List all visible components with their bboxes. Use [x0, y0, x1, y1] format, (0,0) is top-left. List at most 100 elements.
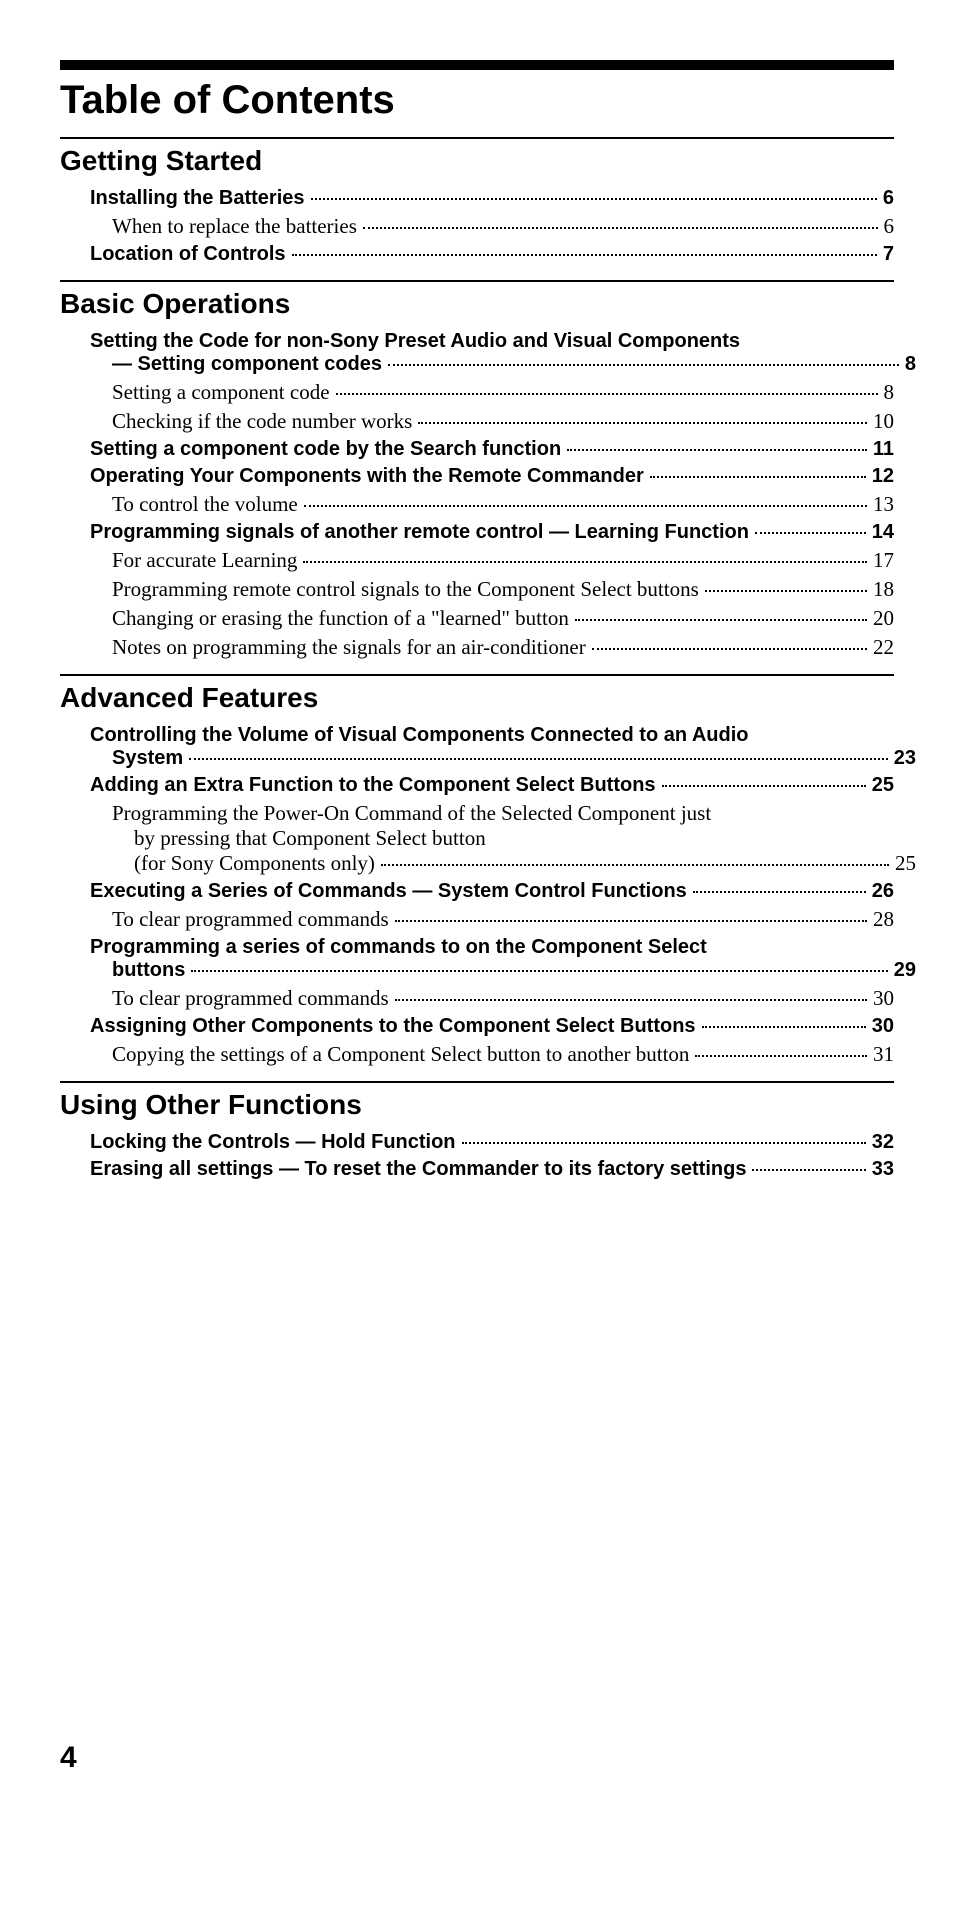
section-title: Using Other Functions — [60, 1089, 894, 1121]
toc-entry: Programming the Power-On Command of the … — [112, 801, 894, 876]
toc-entry: Programming remote control signals to th… — [112, 577, 894, 602]
toc-entry-page: 17 — [873, 548, 894, 573]
toc-entry-label-line: Programming a series of commands to on t… — [90, 936, 894, 959]
section-rule — [60, 674, 894, 676]
toc-entry: Locking the Controls — Hold Function 32 — [90, 1131, 894, 1154]
toc-entry-label: Changing or erasing the function of a "l… — [112, 606, 569, 631]
toc-entry: When to replace the batteries6 — [112, 214, 894, 239]
leader-dots — [336, 392, 878, 395]
toc-entry-page: 30 — [872, 1015, 894, 1038]
leader-dots — [575, 618, 867, 621]
toc-entry: Changing or erasing the function of a "l… — [112, 606, 894, 631]
toc-entry: Programming signals of another remote co… — [90, 521, 894, 544]
entries: Installing the Batteries6When to replace… — [90, 187, 894, 266]
toc-entry: Setting a component code by the Search f… — [90, 438, 894, 461]
leader-dots — [292, 253, 877, 256]
page: Table of Contents Getting Started Install… — [0, 0, 954, 1815]
toc-entry: Location of Controls7 — [90, 243, 894, 266]
toc-entry: Setting a component code 8 — [112, 380, 894, 405]
section-title: Advanced Features — [60, 682, 894, 714]
toc-entry-label: Location of Controls — [90, 243, 286, 266]
toc-entry-label: buttons — [112, 959, 185, 982]
section-rule — [60, 1081, 894, 1083]
section-rule — [60, 137, 894, 139]
leader-dots — [702, 1025, 866, 1028]
toc-entry-label: To clear programmed commands — [112, 907, 389, 932]
leader-dots — [395, 919, 867, 922]
toc-entry-label: Adding an Extra Function to the Componen… — [90, 774, 656, 797]
toc-entry-label: Setting a component code — [112, 380, 330, 405]
entries: Setting the Code for non-Sony Preset Aud… — [90, 330, 894, 660]
toc-entry-label: Programming remote control signals to th… — [112, 577, 699, 602]
leader-dots — [705, 589, 867, 592]
top-rule — [60, 60, 894, 70]
toc-entry: Adding an Extra Function to the Componen… — [90, 774, 894, 797]
leader-dots — [191, 969, 887, 972]
toc-entry-label: Assigning Other Components to the Compon… — [90, 1015, 696, 1038]
leader-dots — [418, 421, 867, 424]
page-title: Table of Contents — [60, 78, 894, 123]
toc-entry-label: For accurate Learning — [112, 548, 297, 573]
toc-entry-page: 14 — [872, 521, 894, 544]
leader-dots — [388, 363, 899, 366]
toc-entry-page: 26 — [872, 880, 894, 903]
toc-entry: Controlling the Volume of Visual Compone… — [90, 724, 894, 770]
toc-entry: Notes on programming the signals for an … — [112, 635, 894, 660]
toc-entry-page: 18 — [873, 577, 894, 602]
toc-entry: Operating Your Components with the Remot… — [90, 465, 894, 488]
toc-entry: To clear programmed commands30 — [112, 986, 894, 1011]
section-rule — [60, 280, 894, 282]
toc-entry: Setting the Code for non-Sony Preset Aud… — [90, 330, 894, 376]
toc-entry-page: 25 — [895, 851, 916, 876]
toc-entry: To control the volume 13 — [112, 492, 894, 517]
entries: Locking the Controls — Hold Function 32 Er… — [90, 1131, 894, 1181]
toc-entry-page: 31 — [873, 1042, 894, 1067]
page-number: 4 — [60, 1741, 894, 1775]
toc-entry-label-line: Programming the Power-On Command of the … — [112, 801, 894, 826]
toc-entry: For accurate Learning 17 — [112, 548, 894, 573]
toc-entry-label-line: by pressing that Component Select button — [134, 826, 894, 851]
toc-entry-label-line: Controlling the Volume of Visual Compone… — [90, 724, 894, 747]
leader-dots — [189, 757, 888, 760]
toc-entry-label: — Setting component codes — [112, 353, 382, 376]
toc-entry-page: 13 — [873, 492, 894, 517]
toc-entry-page: 25 — [872, 774, 894, 797]
toc-entry-label: Locking the Controls — Hold Function — [90, 1131, 456, 1154]
toc-entry-page: 20 — [873, 606, 894, 631]
leader-dots — [567, 448, 867, 451]
leader-dots — [695, 1054, 867, 1057]
sections-container: Getting Started Installing the Batteries6… — [60, 137, 894, 1181]
toc-entry-label: Copying the settings of a Component Sele… — [112, 1042, 689, 1067]
entries: Controlling the Volume of Visual Compone… — [90, 724, 894, 1067]
toc-entry-page: 8 — [905, 353, 916, 376]
leader-dots — [363, 226, 878, 229]
toc-entry-page: 32 — [872, 1131, 894, 1154]
toc-entry-label: Executing a Series of Commands — System … — [90, 880, 687, 903]
leader-dots — [662, 784, 866, 787]
leader-dots — [381, 863, 889, 866]
toc-entry-page: 10 — [873, 409, 894, 434]
leader-dots — [755, 531, 866, 534]
leader-dots — [304, 504, 867, 507]
toc-entry: Erasing all settings — To reset the Comm… — [90, 1158, 894, 1181]
leader-dots — [462, 1141, 866, 1144]
toc-entry-label: To clear programmed commands — [112, 986, 389, 1011]
toc-entry-label: Erasing all settings — To reset the Comm… — [90, 1158, 746, 1181]
toc-entry-page: 12 — [872, 465, 894, 488]
toc-entry-page: 11 — [873, 438, 894, 461]
toc-entry: Programming a series of commands to on t… — [90, 936, 894, 982]
leader-dots — [650, 475, 866, 478]
section-title: Getting Started — [60, 145, 894, 177]
toc-entry-label: When to replace the batteries — [112, 214, 357, 239]
toc-entry-label: To control the volume — [112, 492, 298, 517]
toc-entry-label: (for Sony Components only) — [134, 851, 375, 876]
toc-entry-page: 23 — [894, 747, 916, 770]
leader-dots — [303, 560, 867, 563]
toc-entry: Checking if the code number works10 — [112, 409, 894, 434]
toc-entry-label: System — [112, 747, 183, 770]
toc-entry-label: Operating Your Components with the Remot… — [90, 465, 644, 488]
toc-entry-page: 8 — [884, 380, 895, 405]
toc-entry-page: 29 — [894, 959, 916, 982]
section-title: Basic Operations — [60, 288, 894, 320]
toc-entry: Copying the settings of a Component Sele… — [112, 1042, 894, 1067]
